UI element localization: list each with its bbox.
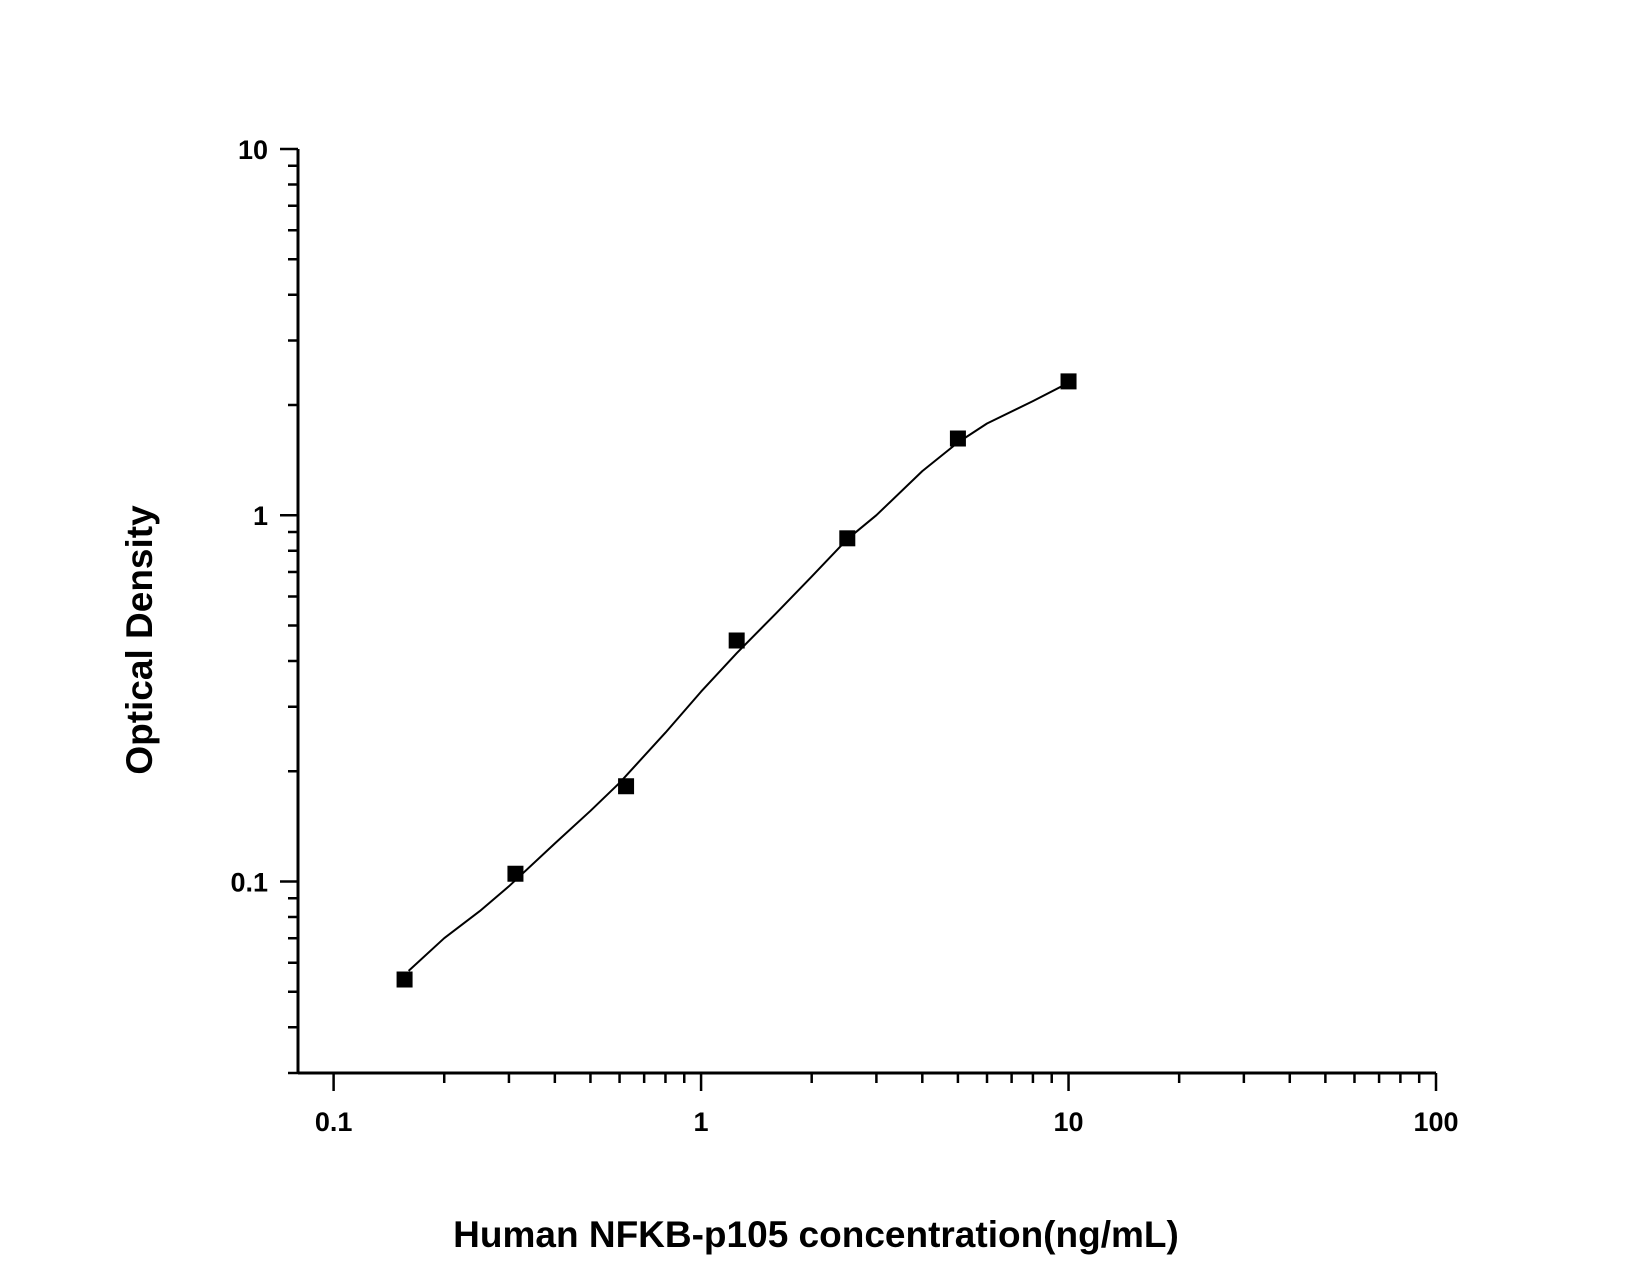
fit-curve-layer <box>407 381 1069 972</box>
data-point <box>728 632 745 649</box>
x-axis-title: Human NFKB-p105 concentration(ng/mL) <box>453 1214 1179 1255</box>
y-tick-label: 10 <box>238 135 268 165</box>
data-point <box>839 530 856 547</box>
x-tick-label: 1 <box>694 1107 709 1137</box>
y-axis-title: Optical Density <box>119 505 160 775</box>
data-point <box>949 430 966 447</box>
y-tick-label: 1 <box>253 501 268 531</box>
data-point <box>396 971 413 988</box>
data-point <box>1060 373 1077 390</box>
y-tick-label: 0.1 <box>230 867 268 897</box>
x-tick-label: 100 <box>1413 1107 1458 1137</box>
fit-curve <box>407 381 1069 972</box>
axes: 0.1 1 10 100 0.1 1 10 <box>230 135 1458 1137</box>
x-tick-label: 10 <box>1054 1107 1084 1137</box>
x-tick-label: 0.1 <box>315 1107 353 1137</box>
data-point <box>507 865 524 882</box>
data-point <box>618 778 635 795</box>
data-points-layer <box>396 373 1077 988</box>
